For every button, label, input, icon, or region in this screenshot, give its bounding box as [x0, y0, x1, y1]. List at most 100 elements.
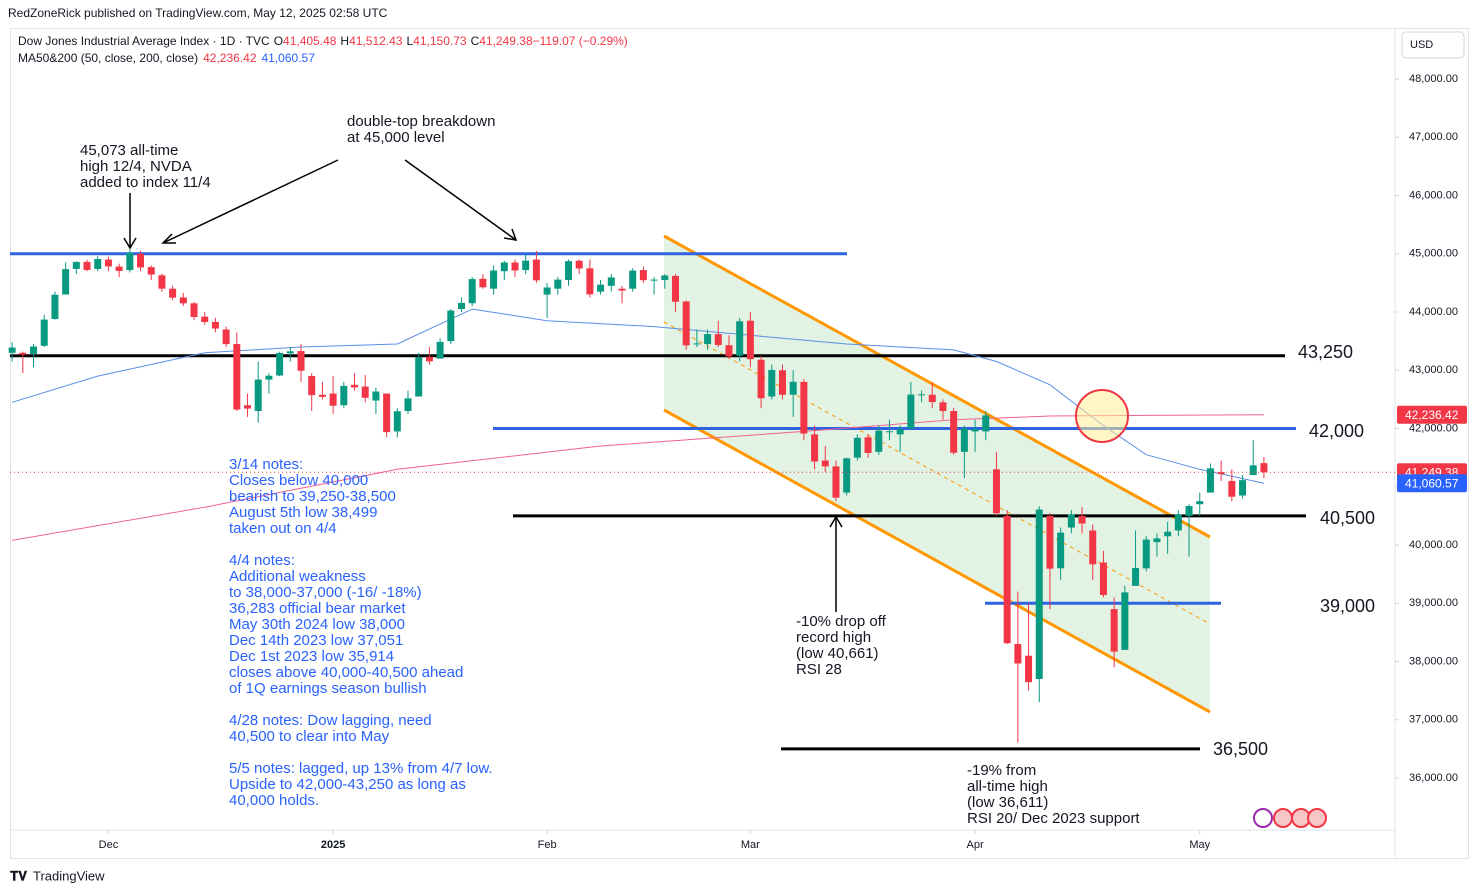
price-label: 42,236.42	[1405, 408, 1459, 422]
candle-body	[458, 302, 466, 310]
candle-body	[340, 385, 348, 406]
candle-body	[1003, 515, 1011, 644]
candle-body	[436, 341, 444, 359]
candle-body	[468, 279, 476, 304]
candle-body	[532, 259, 540, 281]
currency: USD	[1410, 39, 1433, 51]
candle-body	[1239, 480, 1247, 496]
candle-body	[928, 394, 936, 403]
annotation-line: closes above 40,000-40,500 ahead	[229, 664, 463, 681]
legend-value: 41,512.43	[349, 34, 403, 48]
y-tick-label: 37,000.00	[1409, 714, 1458, 726]
candle-body	[736, 321, 744, 356]
candle-body	[361, 386, 369, 398]
candle-body	[1046, 515, 1054, 569]
candle-body	[575, 260, 583, 269]
annotation-line: added to index 11/4	[80, 174, 211, 191]
annotation-line: RSI 20/ Dec 2023 support	[967, 810, 1140, 827]
candle-body	[704, 334, 712, 345]
annotation-line: (low 36,611)	[967, 794, 1048, 811]
highlight-circle	[1075, 389, 1129, 443]
icon	[1307, 808, 1327, 828]
candle-body	[1110, 609, 1118, 652]
candle-body	[51, 294, 59, 319]
currency-box[interactable]	[1401, 31, 1465, 59]
candle-body	[137, 253, 145, 268]
annotation-line: 40,500 to clear into May	[229, 728, 390, 745]
candle-body	[918, 394, 926, 396]
candle-body	[254, 379, 262, 412]
arrow	[404, 159, 517, 241]
candle-body	[500, 262, 508, 272]
candle-body	[297, 351, 305, 371]
price-label-bg	[1397, 474, 1467, 493]
candle-body	[554, 279, 562, 289]
channel-lower	[663, 408, 1211, 714]
brand-logo: 𝐓𝐕	[10, 868, 27, 883]
annotation-line: RSI 28	[796, 661, 842, 678]
ma-value: 41,060.57	[262, 51, 316, 65]
y-tick-label: 42,000.00	[1409, 422, 1458, 434]
candle-body	[511, 262, 519, 271]
candle-body	[8, 347, 16, 353]
candle-body	[757, 359, 765, 399]
candle-body	[1185, 506, 1193, 516]
level-label: 40,500	[1320, 508, 1375, 528]
candle-body	[393, 411, 401, 432]
annotation-line: 4/28 notes: Dow lagging, need	[229, 712, 432, 729]
candle-body	[714, 334, 722, 346]
symbol: Dow Jones Industrial Average Index · 1D …	[18, 34, 270, 48]
candle-body	[1089, 530, 1097, 565]
candle-body	[864, 437, 872, 453]
candle-body	[308, 376, 316, 396]
candle-body	[543, 287, 551, 295]
candle-body	[960, 428, 968, 452]
arrows	[123, 159, 843, 612]
candle-body	[351, 384, 359, 388]
annotation-line: 45,073 all-time	[80, 142, 178, 159]
y-tick-label: 44,000.00	[1409, 306, 1458, 318]
candle-body	[939, 402, 947, 412]
candle-body	[661, 275, 669, 280]
candle-body	[832, 466, 840, 498]
icon	[1273, 808, 1293, 828]
annotation-line: to 38,000-37,000 (-16/ -18%)	[229, 584, 422, 601]
candle-body	[30, 346, 38, 354]
legend-key: L	[406, 34, 413, 48]
candle-body	[126, 252, 134, 271]
candle-body	[104, 259, 112, 267]
annotation-line: at 45,000 level	[347, 129, 445, 146]
frame	[10, 28, 1469, 859]
legend-key: H	[340, 34, 349, 48]
publisher: RedZoneRick published on TradingView.com…	[8, 6, 388, 20]
candle-body	[896, 429, 904, 435]
x-tick-label: Dec	[99, 839, 119, 851]
legend-key: O	[274, 34, 283, 48]
candle-body	[586, 268, 594, 295]
candle-body	[158, 275, 166, 289]
candle-body	[1206, 468, 1214, 493]
x-tick-label: Apr	[966, 839, 983, 851]
candle-body	[244, 405, 252, 409]
candle-body	[265, 375, 273, 380]
candle-body	[276, 352, 284, 376]
candle-body	[885, 431, 893, 433]
candle-body	[286, 351, 294, 354]
candle-body	[233, 344, 241, 410]
candle-body	[671, 275, 679, 302]
price-label: 41,060.57	[1405, 476, 1459, 490]
candle-body	[639, 270, 647, 281]
legend-key: C	[471, 34, 480, 48]
candle-body	[447, 310, 455, 342]
candle-body	[1099, 562, 1107, 596]
candle-body	[1057, 532, 1065, 569]
brand: TradingView	[33, 868, 105, 883]
annotation-line: 3/14 notes:	[229, 456, 303, 473]
arrow-head	[123, 237, 137, 250]
annotation-line: Additional weakness	[229, 568, 366, 585]
x-tick-label: Mar	[741, 839, 760, 851]
candle-body	[329, 393, 337, 406]
candle-body	[522, 260, 530, 271]
